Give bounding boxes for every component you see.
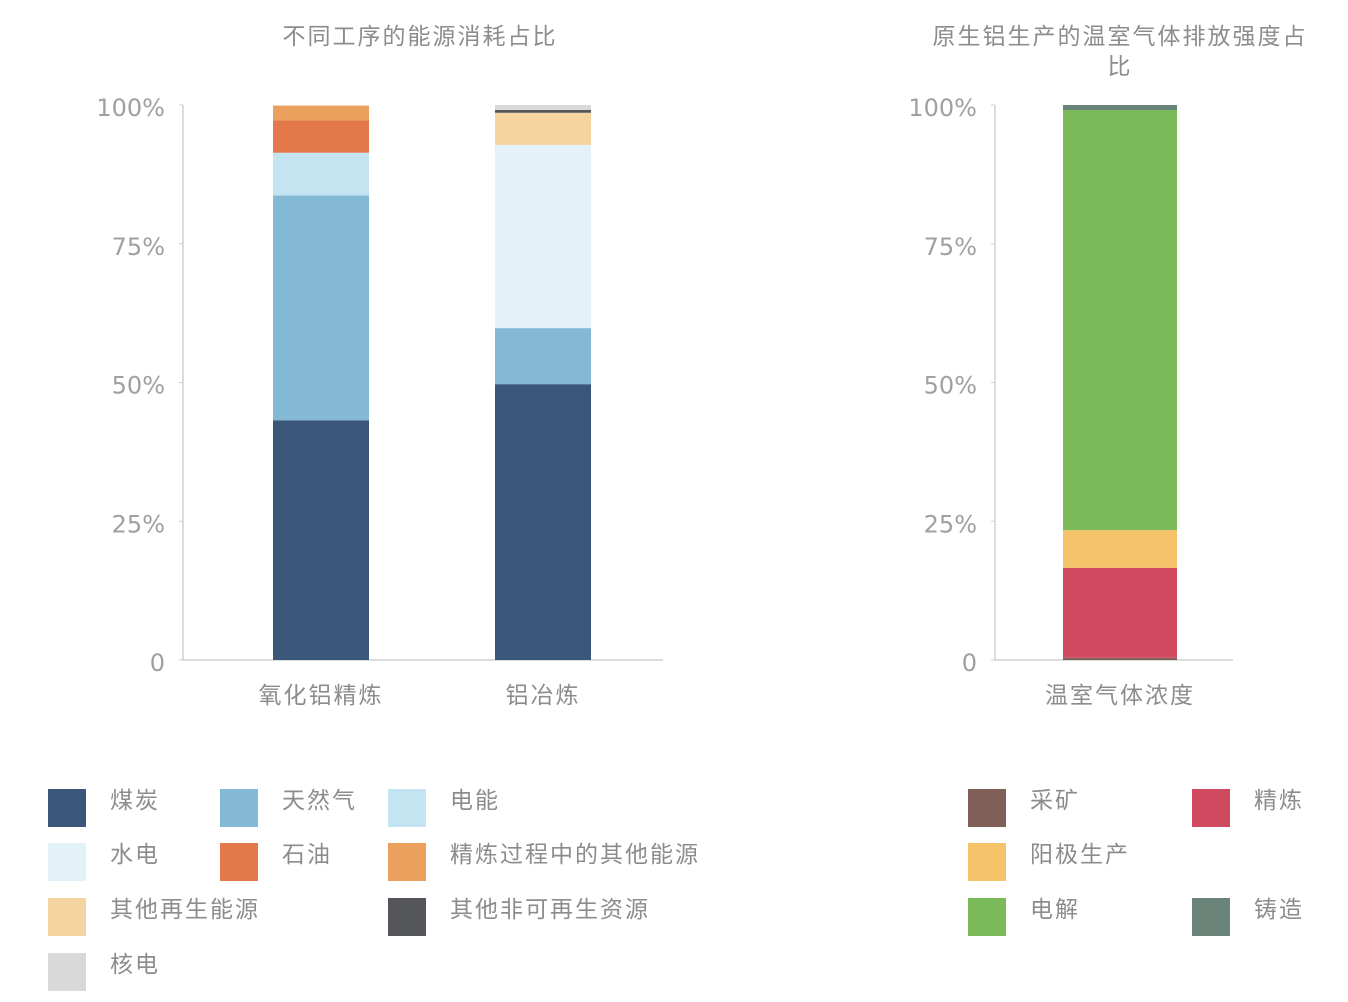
bar-segment bbox=[495, 384, 591, 660]
legend-label: 精炼 bbox=[1254, 788, 1304, 814]
legend-swatch bbox=[968, 843, 1006, 881]
bar-segment bbox=[273, 420, 369, 660]
y-tick-label: 50% bbox=[924, 372, 977, 400]
y-tick-label: 0 bbox=[962, 649, 977, 677]
x-tick-label: 氧化铝精炼 bbox=[259, 683, 384, 709]
bar-segment bbox=[495, 109, 591, 113]
legend-label: 石油 bbox=[282, 842, 332, 868]
legend-swatch bbox=[388, 843, 426, 881]
legend-swatch bbox=[220, 789, 258, 827]
legend-swatch bbox=[220, 843, 258, 881]
bar-segment bbox=[273, 195, 369, 421]
x-tick-label: 温室气体浓度 bbox=[1045, 683, 1195, 709]
legend-label: 其他非可再生资源 bbox=[450, 897, 650, 923]
legend-label: 煤炭 bbox=[110, 788, 160, 814]
y-tick-label: 75% bbox=[924, 233, 977, 261]
legend-swatch bbox=[48, 843, 86, 881]
legend-label: 电能 bbox=[450, 788, 500, 814]
legend-swatch bbox=[388, 898, 426, 936]
legend-swatch bbox=[1192, 898, 1230, 936]
chart-title: 不同工序的能源消耗占比 bbox=[282, 24, 558, 50]
legend-swatch bbox=[1192, 789, 1230, 827]
legend-label: 铸造 bbox=[1254, 897, 1304, 923]
bar-segment bbox=[495, 328, 591, 385]
bar-segment bbox=[1063, 105, 1177, 110]
bar-segment bbox=[273, 120, 369, 153]
legend-swatch bbox=[388, 789, 426, 827]
bar-segment bbox=[273, 152, 369, 196]
bar-segment bbox=[1063, 109, 1177, 531]
bar-segment bbox=[1063, 530, 1177, 568]
chart-title: 原生铝生产的温室气体排放强度占比 bbox=[932, 24, 1308, 80]
legend-label: 阳极生产 bbox=[1030, 842, 1130, 868]
y-tick-label: 25% bbox=[112, 510, 165, 538]
legend-label: 采矿 bbox=[1030, 788, 1080, 814]
legend-label: 其他再生能源 bbox=[110, 897, 260, 923]
bar-segment bbox=[1063, 567, 1177, 658]
y-tick-label: 100% bbox=[96, 94, 165, 122]
x-tick-label: 铝冶炼 bbox=[506, 683, 581, 709]
bar-segment bbox=[495, 112, 591, 145]
y-tick-label: 100% bbox=[908, 94, 977, 122]
legend-label: 电解 bbox=[1030, 897, 1080, 923]
legend-swatch bbox=[968, 789, 1006, 827]
legend-label: 核电 bbox=[110, 952, 160, 978]
bar-segment bbox=[1063, 657, 1177, 660]
legend-label: 水电 bbox=[110, 842, 160, 868]
bar-segment bbox=[495, 144, 591, 329]
y-tick-label: 50% bbox=[112, 372, 165, 400]
legend-label: 天然气 bbox=[282, 788, 357, 814]
bar-segment bbox=[495, 105, 591, 110]
y-tick-label: 75% bbox=[112, 233, 165, 261]
legend-swatch bbox=[48, 898, 86, 936]
bar-segment bbox=[273, 105, 369, 121]
y-tick-label: 25% bbox=[924, 510, 977, 538]
legend-label: 精炼过程中的其他能源 bbox=[450, 842, 700, 868]
chart-title-box: 原生铝生产的温室气体排放强度占比 bbox=[932, 24, 1308, 80]
legend-swatch bbox=[968, 898, 1006, 936]
legend-swatch bbox=[48, 789, 86, 827]
chart-title-box: 不同工序的能源消耗占比 bbox=[282, 24, 558, 50]
y-tick-label: 0 bbox=[150, 649, 165, 677]
legend-swatch bbox=[48, 953, 86, 991]
